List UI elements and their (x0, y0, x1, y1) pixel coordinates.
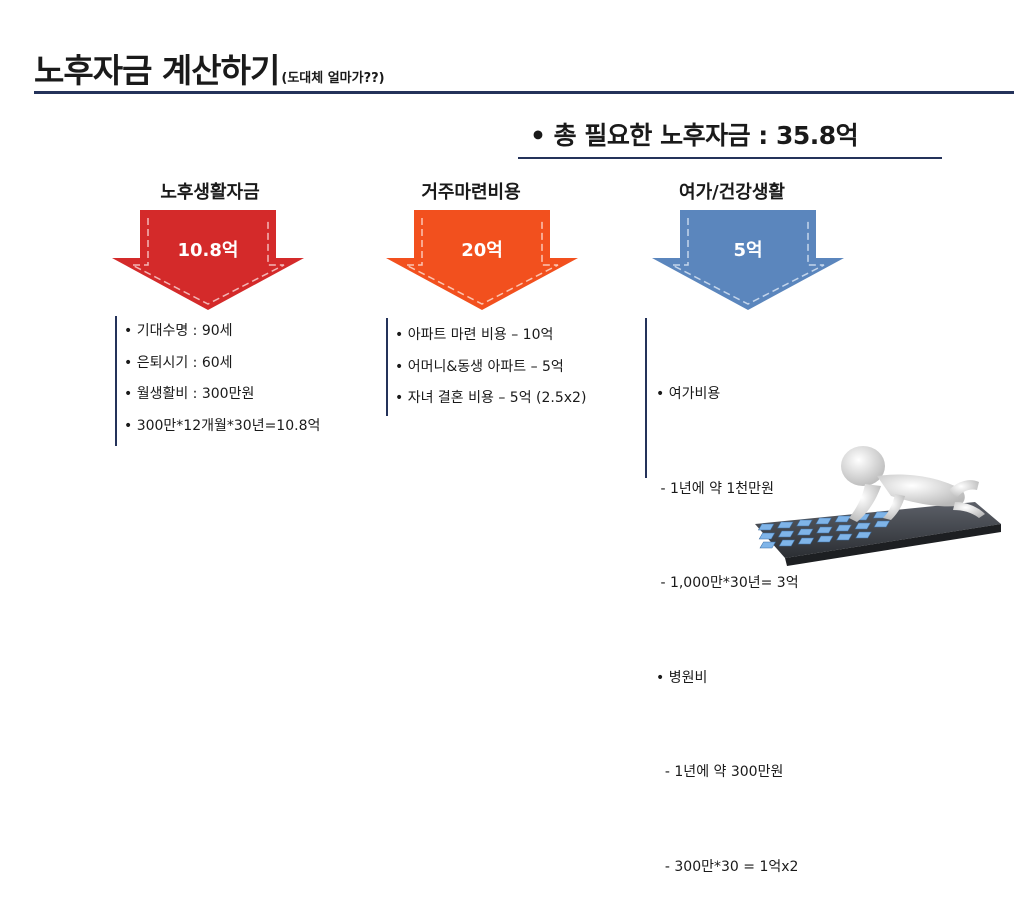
list-rule-leisure (645, 318, 647, 478)
total-needed: • 총 필요한 노후자금 : 35.8억 (530, 121, 859, 150)
list-item: • 어머니&동생 아파트 – 5억 (395, 358, 564, 375)
list-item: • 300만*12개월*30년=10.8억 (124, 417, 321, 434)
person-on-calculator-icon (755, 446, 1001, 566)
arrow-down-housing-icon (386, 210, 578, 310)
page-title-sub: (도대체 얼마가??) (281, 71, 385, 86)
page-title-main: 노후자금 계산하기 (34, 51, 280, 90)
list-leisure: • 여가비용 - 1년에 약 1천만원 - 1,000만*30년= 3억 • 병… (656, 316, 799, 915)
list-item: • 여가비용 (656, 386, 721, 402)
list-rule-living (115, 316, 117, 446)
arrow-down-leisure-icon (652, 210, 844, 310)
column-heading-housing: 거주마련비용 (421, 182, 521, 203)
list-item: - 1년에 약 300만원 (656, 764, 784, 780)
page-title: 노후자금 계산하기 (도대체 얼마가??) (34, 44, 385, 92)
arrow-value-living: 10.8억 (177, 240, 239, 261)
list-item: - 1,000만*30년= 3억 (656, 575, 799, 591)
list-item: • 병원비 (656, 669, 708, 686)
arrow-down-living-icon (112, 210, 304, 310)
list-item: • 자녀 결혼 비용 – 5억 (2.5x2) (395, 390, 587, 406)
list-housing: • 아파트 마련 비용 – 10억 • 어머니&동생 아파트 – 5억 • 자녀… (395, 320, 586, 415)
arrow-value-housing: 20억 (461, 240, 503, 261)
list-item: - 1년에 약 1천만원 (656, 480, 774, 497)
title-underline (34, 91, 1014, 94)
column-heading-living: 노후생활자금 (160, 182, 260, 203)
list-rule-housing (386, 318, 388, 416)
total-underline (518, 157, 942, 159)
column-heading-leisure: 여가/건강생활 (679, 182, 785, 203)
list-item: • 월생활비 : 300만원 (124, 386, 255, 402)
list-item: • 아파트 마련 비용 – 10억 (395, 327, 554, 343)
list-item: • 기대수명 : 90세 (124, 323, 233, 339)
list-item: - 300만*30 = 1억x2 (656, 858, 799, 875)
list-item: • 은퇴시기 : 60세 (124, 354, 233, 371)
list-living: • 기대수명 : 90세 • 은퇴시기 : 60세 • 월생활비 : 300만원… (124, 316, 320, 442)
arrow-value-leisure: 5억 (733, 240, 763, 261)
